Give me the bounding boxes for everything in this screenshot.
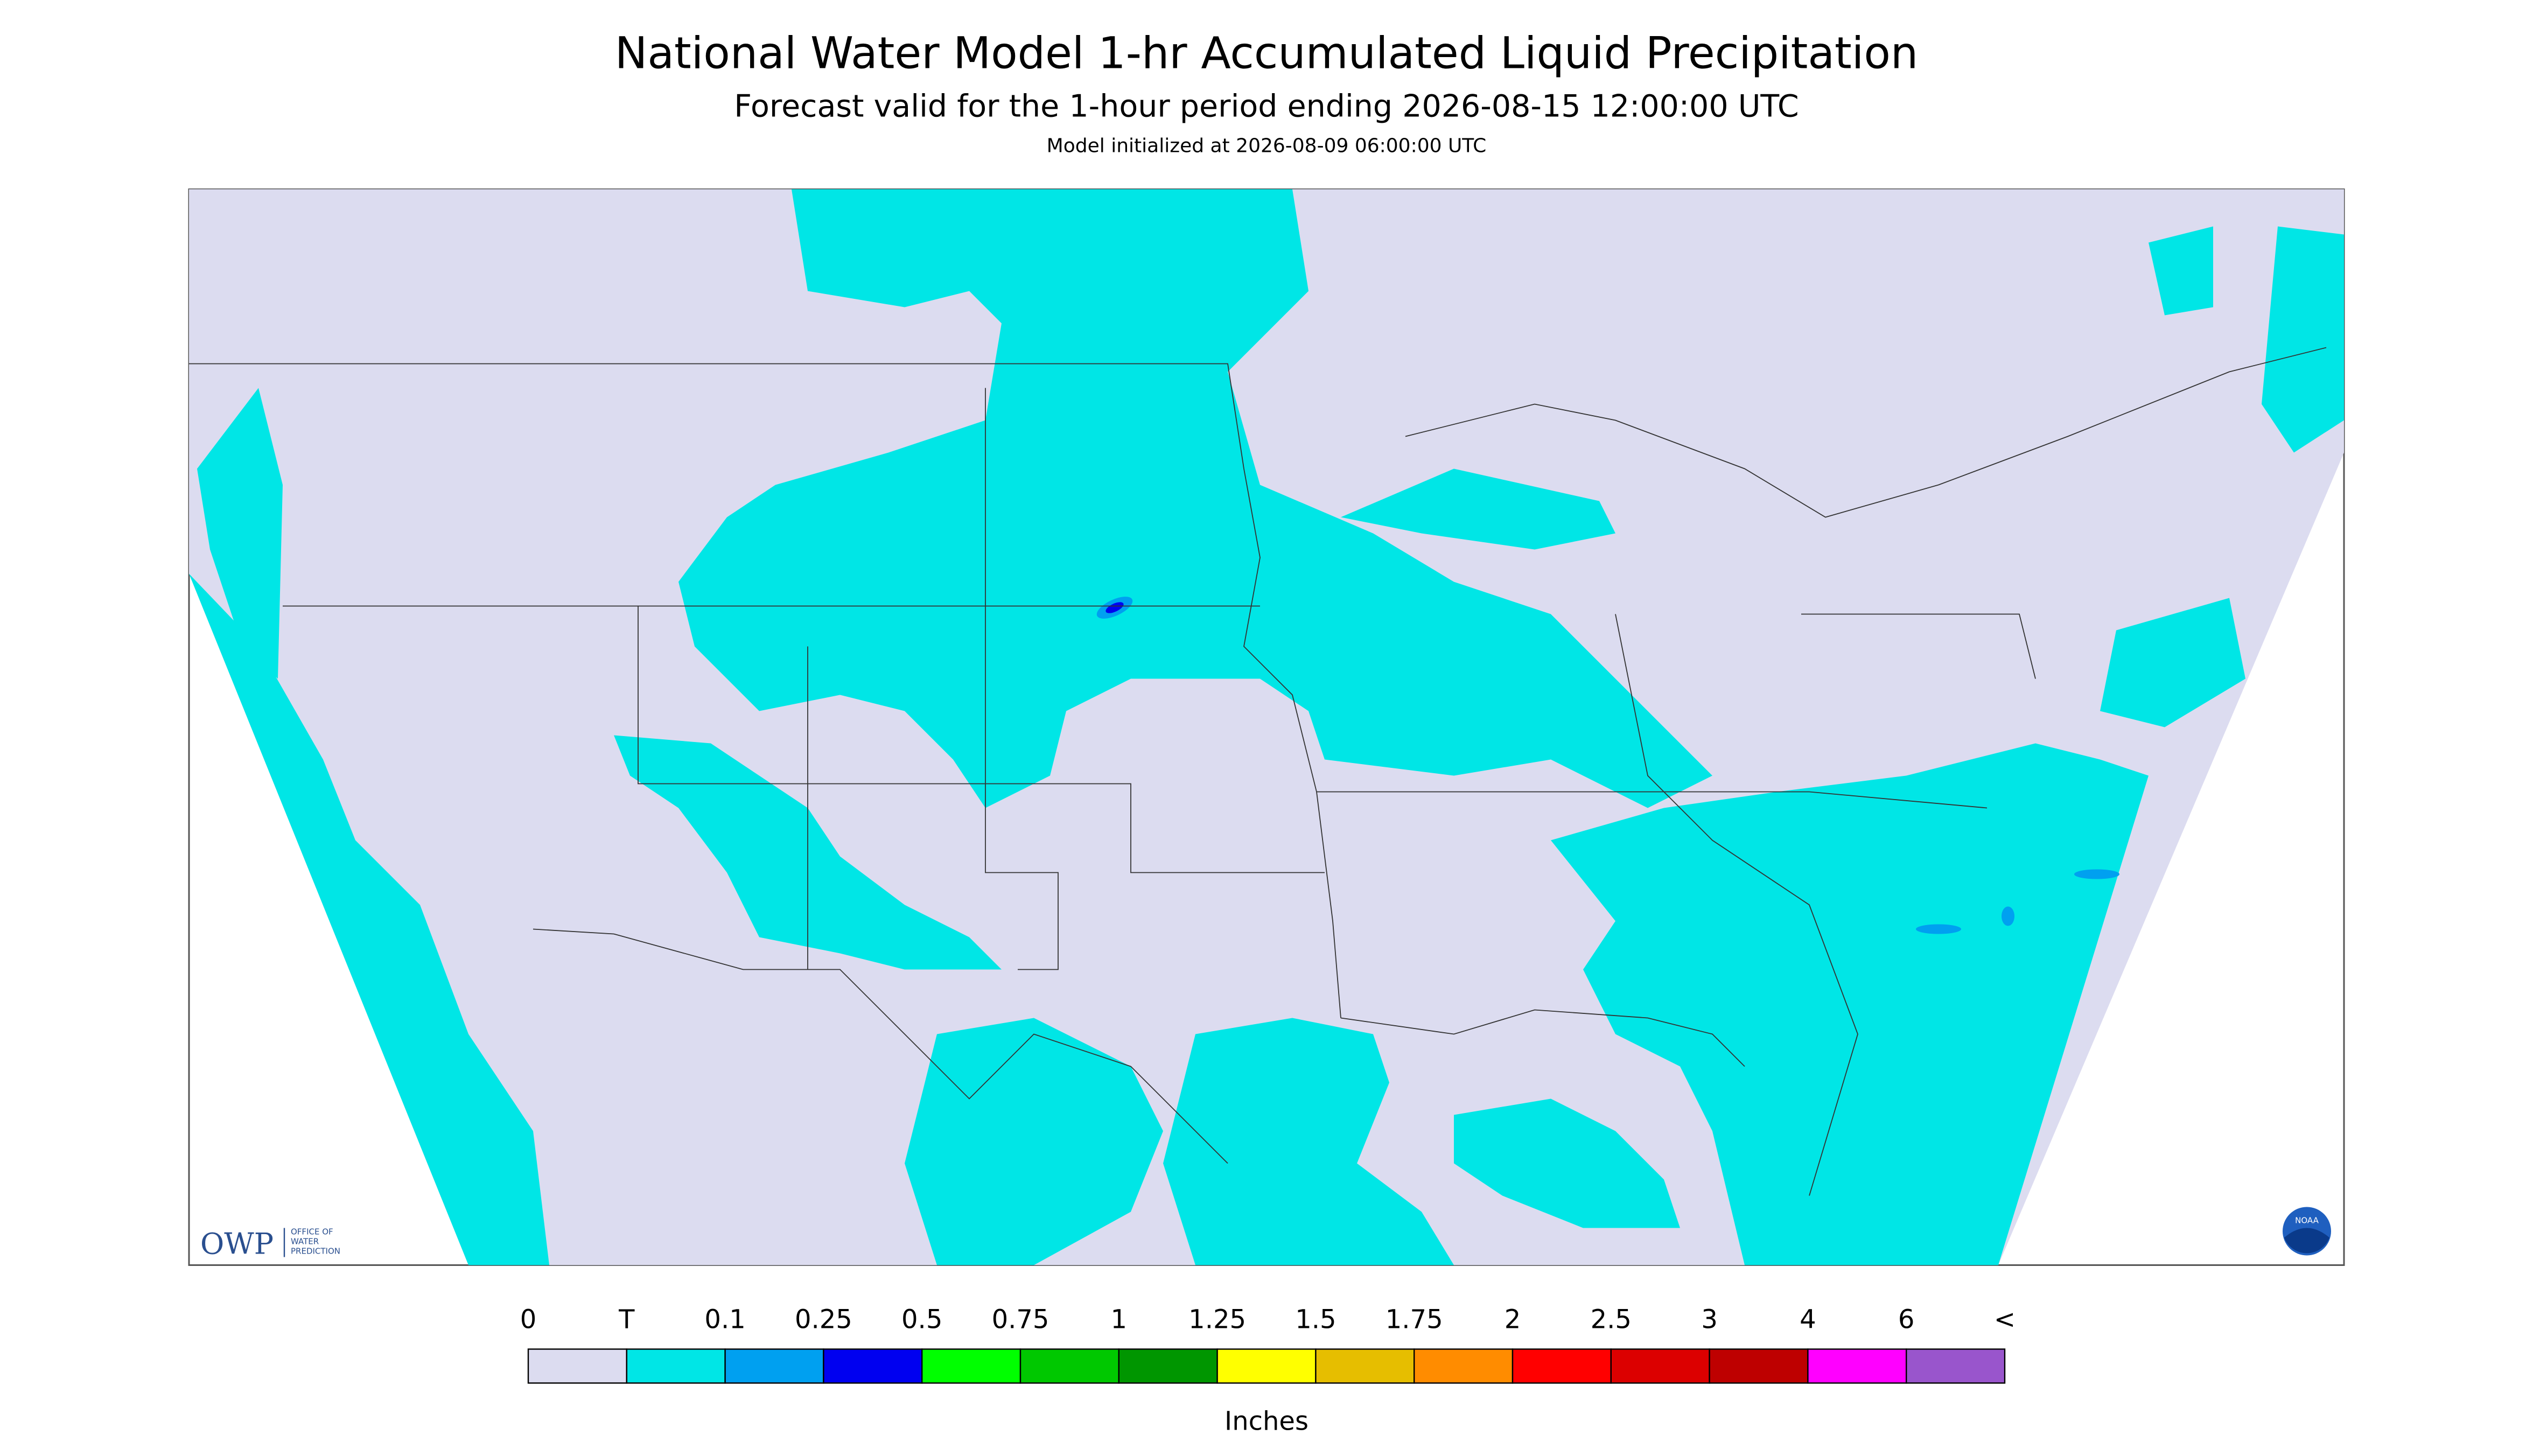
noaa-wave [2284,1228,2329,1254]
colorbar-label: 2 [1505,1305,1521,1335]
precip-area [678,189,1712,808]
colorbar-box [1807,1348,1907,1384]
colorbar-label: 2.5 [1591,1305,1632,1335]
precip-area [1454,1098,1680,1228]
map: OWP OFFICE OF WATER PREDICTION NOAA [188,188,2345,1266]
border [1615,614,1858,1196]
owp-mark: OWP [200,1227,274,1261]
colorbar-box [1512,1348,1612,1384]
colorbar-box [1019,1348,1120,1384]
owp-line: OFFICE OF [291,1227,333,1237]
colorbar-label: 1.75 [1386,1305,1443,1335]
colorbar-label: 0.25 [795,1305,852,1335]
colorbar-label: 0.75 [992,1305,1049,1335]
colorbar-unit: Inches [1224,1406,1309,1437]
colorbar-box [1905,1348,2006,1384]
precip-cell [1105,602,1124,613]
owp-line: WATER [291,1237,319,1247]
border [1317,791,1988,809]
precip-areas [189,189,2344,1265]
precip-area [1341,468,1615,550]
colorbar-box [1709,1348,1809,1384]
noaa-logo: NOAA [2283,1207,2331,1256]
colorbar-box [1610,1348,1710,1384]
init-time: Model initialized at 2026-08-09 06:00:00… [1047,135,1487,157]
owp-logo: OWP OFFICE OF WATER PREDICTION [200,1227,340,1261]
precip-area [1163,1018,1454,1265]
precip-area [905,1018,1163,1265]
owp-line: PREDICTION [291,1247,340,1256]
boundaries [189,347,2327,1196]
noaa-text: NOAA [2295,1216,2319,1226]
border [638,606,1325,873]
colorbar-label: 6 [1898,1305,1915,1335]
title: National Water Model 1-hr Accumulated Li… [615,29,1918,79]
colorbar-label: 0 [520,1305,537,1335]
border [533,928,1228,1164]
colorbar-box [724,1348,824,1384]
border [985,388,1059,970]
precip-area [2149,226,2213,316]
colorbar-label: T [618,1305,635,1335]
colorbar-box [823,1348,923,1384]
colorbar-label: 3 [1701,1305,1718,1335]
colorbar: 0 T 0.1 0.25 0.5 0.75 1 1.25 1.5 1.75 2 2.5 3 4 6 < [520,1305,2016,1384]
precip-area [1551,743,2149,1265]
colorbar-box [1118,1348,1218,1384]
colorbar-label: 1 [1111,1305,1128,1335]
colorbar-label: < [1994,1305,2016,1335]
border [1801,613,2036,679]
colorbar-box [626,1348,726,1384]
border [1340,1009,1745,1067]
subtitle: Forecast valid for the 1-hour period end… [734,89,1799,124]
border [189,363,1341,1018]
precip-area [189,573,549,1265]
colorbar-box [1315,1348,1415,1384]
colorbar-label: 0.5 [901,1305,942,1335]
colorbar-label: 0.1 [704,1305,745,1335]
colorbar-box [1414,1348,1514,1384]
precip-area [2262,226,2344,453]
colorbar-label: 1.25 [1188,1305,1246,1335]
colorbar-box [527,1348,628,1384]
precip-area [197,388,283,679]
precip-cell [2002,906,2014,926]
precip-area [2100,598,2245,727]
colorbar-label: 1.5 [1295,1305,1336,1335]
border [1405,347,2327,518]
heavier-precip [1096,597,2119,934]
colorbar-box [921,1348,1021,1384]
colorbar-box [1216,1348,1317,1384]
precip-cell [2074,869,2119,879]
precip-cell [1916,924,1961,934]
colorbar-label: 4 [1800,1305,1816,1335]
